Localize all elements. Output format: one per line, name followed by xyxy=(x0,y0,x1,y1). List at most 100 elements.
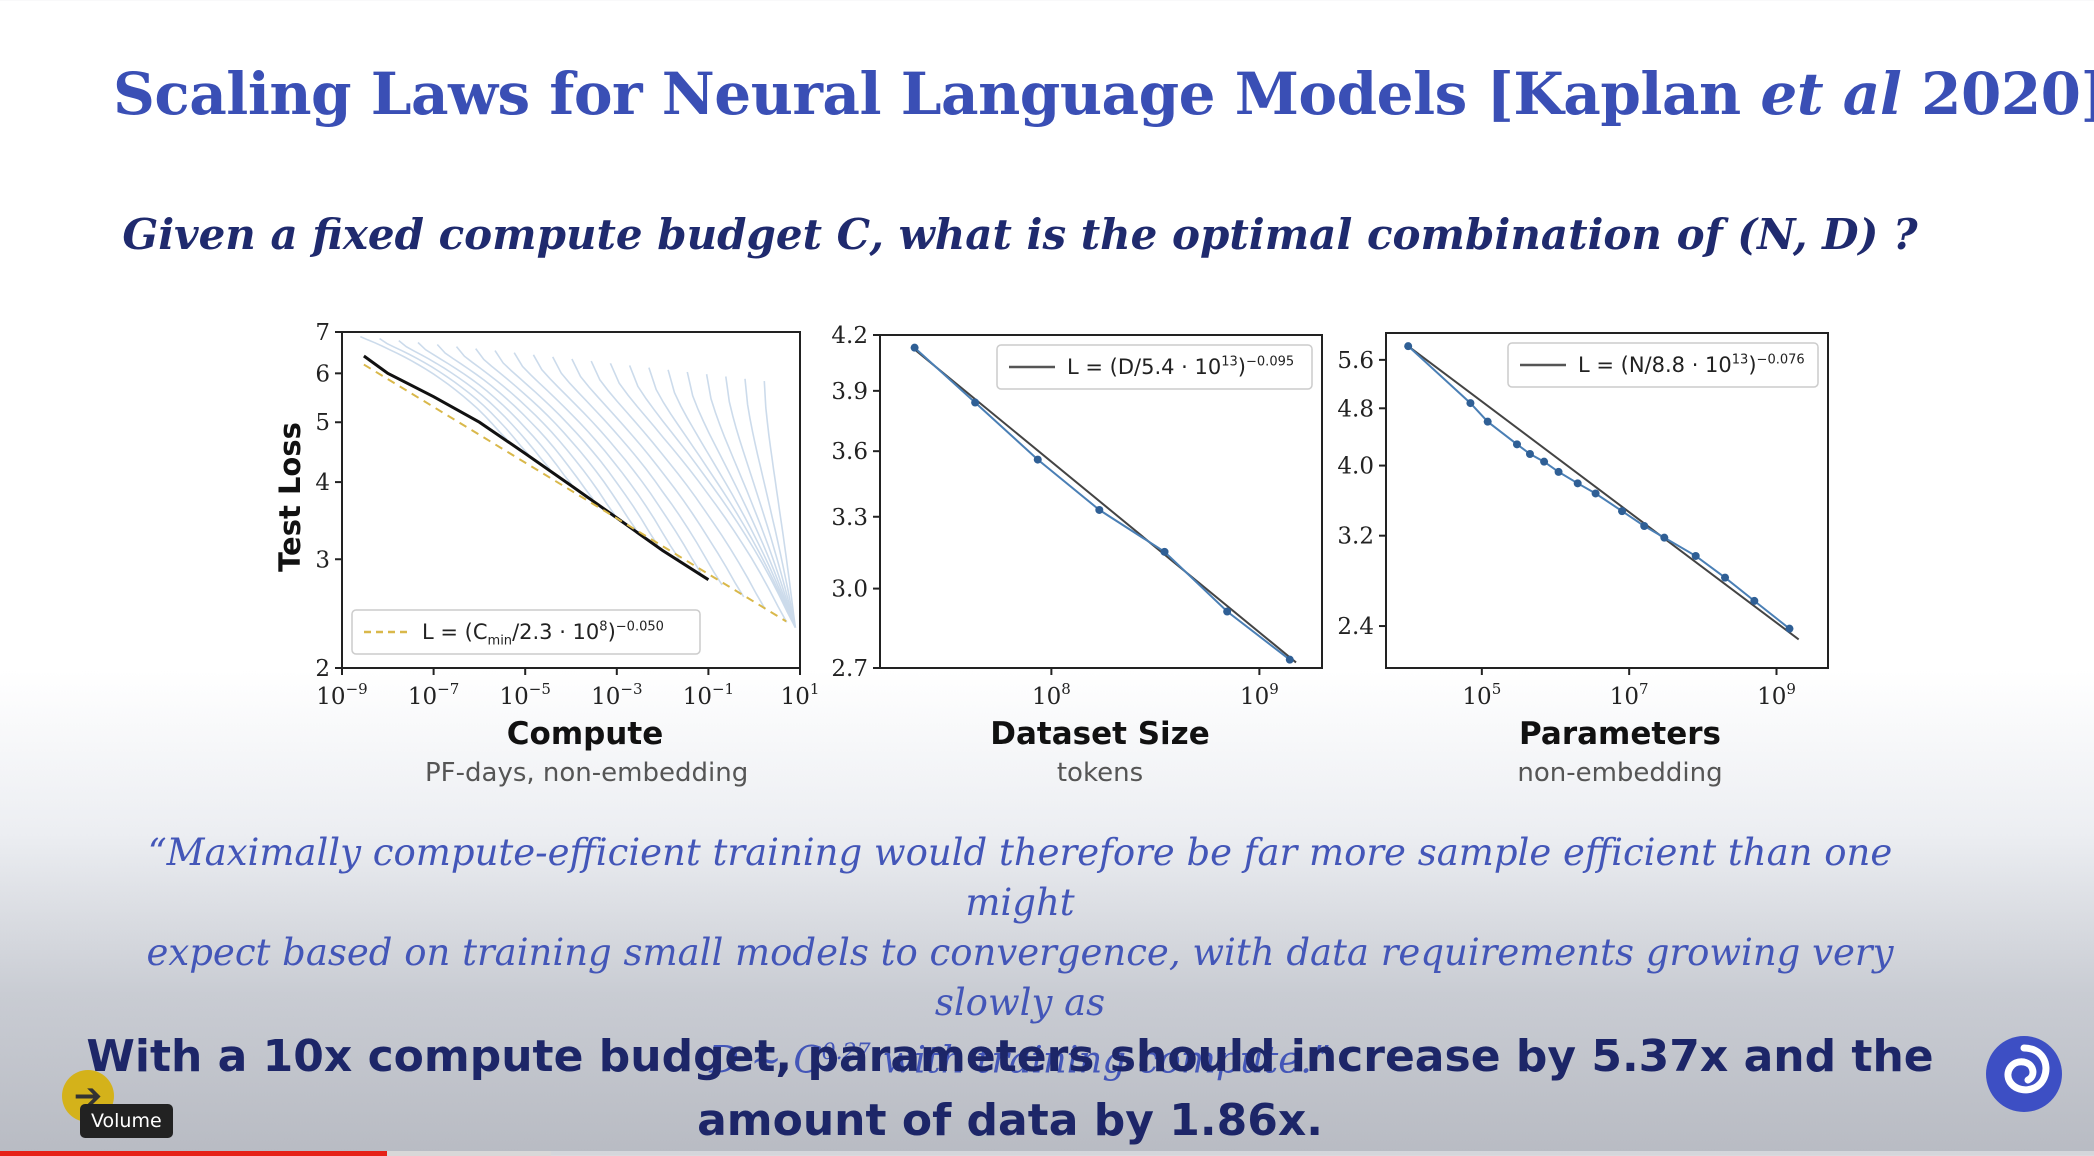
x-tick-exponent: 8 xyxy=(1061,680,1071,698)
y-tick-label: 5.6 xyxy=(1337,348,1374,374)
x-tick-exponent: 5 xyxy=(1492,680,1502,698)
legend-label-part: −0.095 xyxy=(1246,355,1294,370)
x-tick-label: 109 xyxy=(1757,680,1796,710)
data-point xyxy=(1223,607,1232,616)
legend-box xyxy=(351,609,701,655)
x-tick-exponent: 1 xyxy=(810,680,820,698)
slide-title-year: 2020] xyxy=(1901,60,2094,128)
learning-curve xyxy=(513,352,680,560)
data-point xyxy=(1640,522,1649,531)
x-tick-exponent: −3 xyxy=(620,680,642,698)
legend-label: L = (N/8.8 · 1013)−0.076 xyxy=(1578,353,1805,377)
learning-curve xyxy=(359,335,508,440)
data-point xyxy=(1466,399,1475,408)
progress-played[interactable] xyxy=(0,1151,388,1156)
learning-curve xyxy=(494,350,659,546)
x-axis-subtitle-parameters: non-embedding xyxy=(1517,758,1723,788)
quote-line-2: expect based on training small models to… xyxy=(146,931,1894,1024)
legend-label: L = (D/5.4 · 1013)−0.095 xyxy=(1067,355,1294,379)
legend-label-part: L = (D/5.4 · 10 xyxy=(1067,355,1221,379)
x-tick-base: 10 xyxy=(408,684,437,710)
learning-curve xyxy=(532,354,702,574)
data-point xyxy=(1033,455,1042,464)
data-point xyxy=(1691,551,1700,560)
y-tick-label: 3.2 xyxy=(1337,524,1374,550)
x-tick-base: 10 xyxy=(1757,684,1786,710)
learning-curve xyxy=(455,346,616,516)
slide-title: Scaling Laws for Neural Language Models … xyxy=(113,60,2094,128)
learning-curve xyxy=(725,376,797,628)
y-tick-label: 3.3 xyxy=(831,505,868,531)
x-tick-label: 10−1 xyxy=(683,680,734,710)
x-tick-base: 10 xyxy=(1240,684,1269,710)
x-tick-label: 10−5 xyxy=(499,680,550,710)
legend-label-part: ) xyxy=(1238,355,1246,379)
x-tick-exponent: 9 xyxy=(1269,680,1279,698)
learning-curve xyxy=(628,365,797,628)
learning-curve xyxy=(417,341,573,485)
y-tick-label: 3.6 xyxy=(831,439,868,465)
x-tick-base: 10 xyxy=(781,684,810,710)
y-tick-label: 2.4 xyxy=(1337,614,1374,640)
power-law-fit-line xyxy=(1407,345,1800,641)
y-axis-label: Test Loss xyxy=(273,422,307,572)
x-tick-base: 10 xyxy=(316,684,345,710)
data-point xyxy=(1285,655,1294,664)
x-tick-label: 10−3 xyxy=(591,680,642,710)
legend-label-part: /2.3 · 10 xyxy=(512,620,599,644)
x-axis-title-compute: Compute xyxy=(506,716,664,752)
legend-label-part: 8 xyxy=(599,620,607,635)
x-tick-label: 108 xyxy=(1032,680,1071,710)
data-point xyxy=(1721,573,1730,582)
y-tick-label: 6 xyxy=(315,361,330,387)
y-tick-label: 4 xyxy=(315,470,330,496)
x-tick-exponent: 7 xyxy=(1639,680,1649,698)
learning-curve xyxy=(436,343,594,500)
x-tick-base: 10 xyxy=(1462,684,1491,710)
legend-label-part: 13 xyxy=(1732,353,1749,368)
data-point xyxy=(971,398,980,407)
legend-label-part: 13 xyxy=(1221,355,1238,370)
x-tick-base: 10 xyxy=(499,684,528,710)
legend-label-part: min xyxy=(488,633,513,648)
quote-line-3: D ~ C0.27 with training compute.” xyxy=(120,1028,1920,1085)
learning-curve xyxy=(475,348,637,530)
data-point xyxy=(1512,440,1521,449)
power-law-fit-line xyxy=(363,363,787,623)
data-point xyxy=(1095,505,1104,514)
data-point xyxy=(1540,457,1549,466)
x-axis-subtitle-dataset: tokens xyxy=(1056,758,1144,788)
compute-frontier-line xyxy=(363,354,710,581)
x-tick-base: 10 xyxy=(591,684,620,710)
data-point xyxy=(1160,547,1169,556)
learning-curve xyxy=(705,374,797,628)
quote-line-1: “Maximally compute-efficient training wo… xyxy=(147,831,1893,924)
x-axis-title-dataset: Dataset Size xyxy=(990,716,1210,752)
data-point xyxy=(1554,467,1563,476)
slide-title-emphasis: et al xyxy=(1760,60,1902,128)
data-point xyxy=(1660,533,1669,542)
data-point xyxy=(1525,450,1534,459)
kaplan-quote: “Maximally compute-efficient training wo… xyxy=(120,828,1920,1085)
y-tick-label: 3 xyxy=(315,547,330,573)
legend-label-part: −0.076 xyxy=(1757,353,1805,368)
data-point xyxy=(1483,417,1492,426)
learning-curve xyxy=(590,360,766,610)
learning-curve xyxy=(686,371,797,628)
learning-curve xyxy=(667,369,797,628)
slide-question: Given a fixed compute budget C, what is … xyxy=(122,210,1918,259)
x-tick-base: 10 xyxy=(683,684,712,710)
learning-curve xyxy=(609,362,788,623)
learning-curve xyxy=(571,358,745,598)
legend-box xyxy=(1507,342,1819,388)
x-tick-exponent: 9 xyxy=(1786,680,1796,698)
legend-label-part: ) xyxy=(608,620,616,644)
learning-curve xyxy=(648,367,797,628)
x-tick-label: 101 xyxy=(781,680,820,710)
data-point xyxy=(1591,489,1600,498)
data-series-line xyxy=(1407,345,1791,630)
conclusion-text: With a 10x compute budget, parameters sh… xyxy=(80,1025,1940,1153)
progress-bar[interactable] xyxy=(0,1151,2094,1156)
